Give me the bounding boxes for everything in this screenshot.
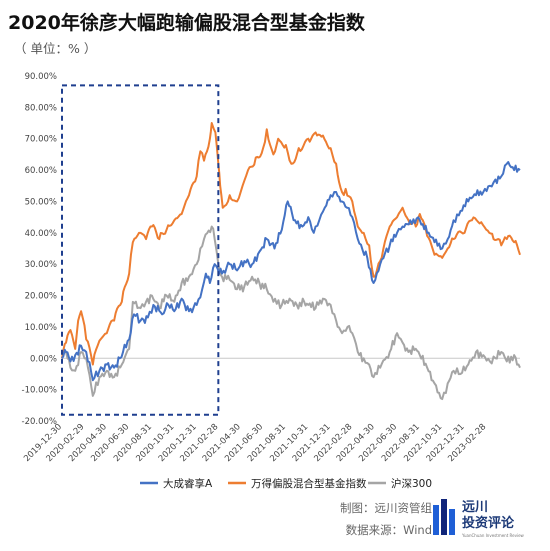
brand-logo-icon — [433, 499, 455, 535]
y-tick-label: 0.00% — [30, 354, 57, 364]
y-axis: -20.00% -10.00% 0.00% 10.00% 20.00% 30.00% 40.… — [22, 72, 57, 427]
highlight-layer — [61, 84, 220, 416]
legend-label: 沪深300 — [391, 477, 432, 490]
series-line — [61, 161, 521, 382]
series-line — [61, 122, 521, 366]
series-layer — [61, 122, 521, 401]
legend: 大成睿享A 万得偏股混合型基金指数 沪深300 — [140, 477, 432, 490]
highlight-box — [61, 84, 220, 416]
y-tick-label: 90.00% — [25, 72, 57, 82]
y-tick-label: 60.00% — [25, 166, 57, 176]
y-tick-label: 70.00% — [25, 135, 57, 145]
data-source-credit: 数据来源：Wind — [345, 523, 432, 537]
chart-maker-credit: 制图：远川资管组 — [340, 501, 432, 515]
brand-logo: 远川 投资评论 YuanChuan Investment Review — [432, 497, 544, 541]
y-tick-label: 20.00% — [25, 292, 57, 302]
y-tick-label: -10.00% — [22, 386, 57, 396]
unit-label: （ 单位：% ） — [14, 41, 97, 56]
y-tick-label: 30.00% — [25, 260, 57, 270]
line-chart: -20.00% -10.00% 0.00% 10.00% 20.00% 30.00% 40.… — [22, 72, 521, 490]
legend-label: 大成睿享A — [163, 477, 213, 490]
y-tick-label: 40.00% — [25, 229, 57, 239]
y-tick-label: 10.00% — [25, 323, 57, 333]
chart-title: 2020年徐彦大幅跑输偏股混合型基金指数 — [8, 12, 365, 34]
series-line — [61, 225, 521, 401]
y-tick-label: -20.00% — [22, 417, 57, 427]
y-tick-label: 80.00% — [25, 103, 57, 113]
brand-logo-subtitle: YuanChuan Investment Review — [462, 533, 524, 538]
brand-logo-name: 远川 投资评论 — [462, 500, 515, 531]
legend-label: 万得偏股混合型基金指数 — [251, 477, 367, 490]
y-tick-label: 50.00% — [25, 197, 57, 207]
